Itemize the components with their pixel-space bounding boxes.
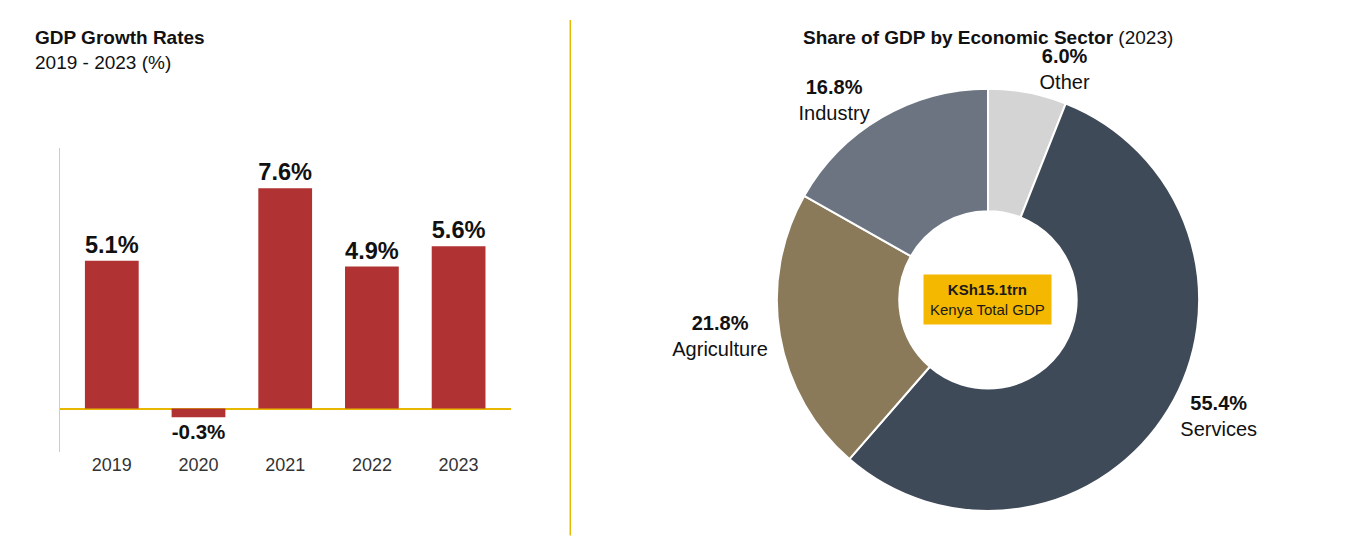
svg-text:2021: 2021 [265, 455, 305, 475]
svg-text:-0.3%: -0.3% [172, 420, 226, 443]
svg-text:2019: 2019 [92, 455, 132, 475]
svg-text:7.6%: 7.6% [258, 159, 312, 185]
svg-text:6.0%Other: 6.0%Other [1040, 45, 1090, 93]
svg-text:Share of GDP by Economic Secto: Share of GDP by Economic Sector (2023) [803, 27, 1173, 48]
svg-text:KSh15.1trnKenya Total GDP: KSh15.1trnKenya Total GDP [930, 281, 1045, 318]
svg-text:16.8%Industry: 16.8%Industry [798, 76, 869, 124]
svg-text:4.9%: 4.9% [345, 238, 399, 264]
svg-text:2020: 2020 [178, 455, 218, 475]
svg-text:21.8%Agriculture: 21.8%Agriculture [672, 312, 768, 360]
svg-text:5.1%: 5.1% [85, 232, 139, 258]
svg-text:2022: 2022 [352, 455, 392, 475]
svg-text:2023: 2023 [439, 455, 479, 475]
svg-text:5.6%: 5.6% [432, 217, 486, 243]
svg-text:GDP Growth Rates2019 - 2023 (%: GDP Growth Rates2019 - 2023 (%) [35, 27, 205, 73]
svg-text:55.4%Services: 55.4%Services [1180, 392, 1257, 440]
